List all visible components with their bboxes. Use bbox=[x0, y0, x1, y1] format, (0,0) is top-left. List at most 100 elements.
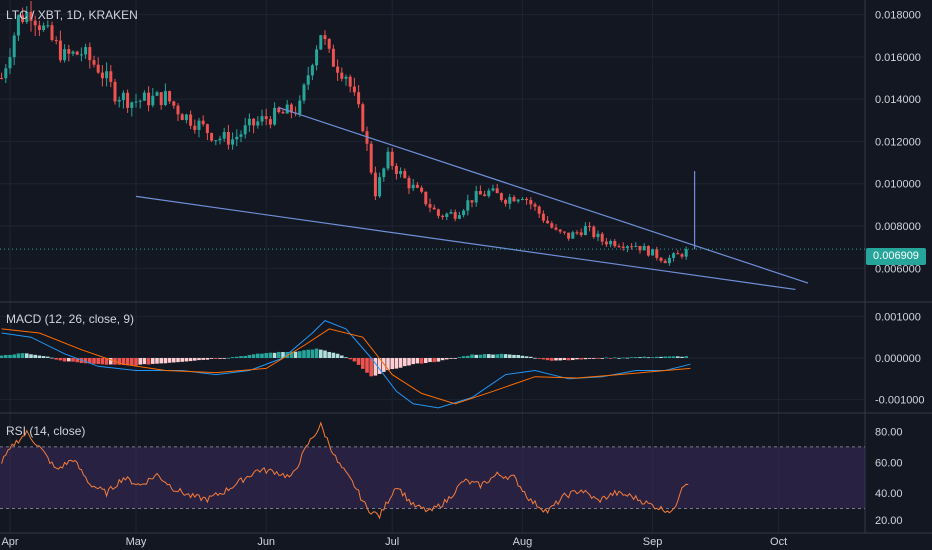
candle-body bbox=[54, 40, 58, 42]
macd-histogram-bar bbox=[16, 353, 21, 358]
macd-histogram-bar bbox=[583, 358, 588, 360]
candle-body bbox=[621, 246, 625, 248]
macd-histogram-bar bbox=[558, 358, 562, 361]
candle-body bbox=[407, 178, 411, 189]
macd-histogram-bar bbox=[8, 354, 12, 358]
candle-body bbox=[189, 114, 193, 126]
candle-body bbox=[260, 116, 264, 122]
macd-histogram-bar bbox=[117, 358, 121, 365]
candle-body bbox=[382, 168, 386, 178]
candle-body bbox=[567, 232, 571, 239]
macd-histogram-bar bbox=[667, 356, 672, 358]
candle-body bbox=[646, 246, 650, 256]
candle-body bbox=[588, 226, 592, 228]
macd-histogram-bar bbox=[487, 354, 491, 358]
macd-histogram-bar bbox=[613, 357, 617, 359]
macd-histogram-bar bbox=[390, 358, 394, 370]
candle-body bbox=[218, 138, 222, 141]
candle-body bbox=[289, 104, 293, 113]
candle-body bbox=[672, 253, 676, 258]
macd-histogram-bar bbox=[155, 358, 159, 364]
macd-line bbox=[1, 320, 691, 409]
candle-body bbox=[340, 72, 344, 79]
candle-body bbox=[361, 104, 365, 132]
candle-body bbox=[277, 107, 281, 113]
candle-body bbox=[541, 213, 545, 221]
candle-body bbox=[394, 165, 398, 175]
candle-body bbox=[667, 257, 671, 264]
macd-histogram-bar bbox=[671, 356, 676, 358]
candle-body bbox=[336, 66, 340, 73]
macd-histogram-bar bbox=[4, 355, 8, 358]
candle-body bbox=[42, 25, 46, 30]
macd-histogram-bar bbox=[134, 358, 138, 366]
macd-histogram-bar bbox=[537, 358, 541, 359]
candle-body bbox=[176, 105, 180, 115]
macd-histogram-bar bbox=[163, 358, 168, 364]
macd-histogram-bar bbox=[62, 358, 67, 362]
macd-histogram-bar bbox=[0, 355, 4, 358]
macd-histogram-bar bbox=[646, 357, 651, 359]
macd-histogram-bar bbox=[449, 358, 453, 359]
macd-histogram-bar bbox=[281, 352, 285, 358]
candle-body bbox=[613, 241, 617, 247]
candle-body bbox=[508, 197, 512, 204]
candle-body bbox=[302, 84, 306, 101]
macd-histogram-bar bbox=[634, 357, 638, 358]
candle-body bbox=[197, 120, 201, 130]
macd-histogram-bar bbox=[327, 351, 331, 358]
candle-body bbox=[491, 188, 495, 191]
candle-body bbox=[331, 48, 335, 67]
macd-histogram-bar bbox=[386, 358, 390, 371]
rsi-tick-label: 40.00 bbox=[875, 488, 903, 500]
macd-histogram-bar bbox=[499, 353, 504, 358]
macd-histogram-bar bbox=[197, 358, 201, 361]
candle-body bbox=[105, 71, 109, 79]
macd-histogram-bar bbox=[180, 358, 184, 362]
candle-body bbox=[495, 188, 499, 194]
macd-histogram-bar bbox=[440, 358, 445, 361]
candle-body bbox=[264, 116, 268, 120]
macd-histogram-bar bbox=[348, 358, 352, 360]
candle-body bbox=[12, 35, 16, 58]
candle-body bbox=[604, 241, 608, 245]
macd-histogram-bar bbox=[571, 358, 575, 361]
candle-body bbox=[390, 151, 394, 166]
macd-histogram-bar bbox=[201, 358, 205, 360]
macd-histogram-bar bbox=[432, 358, 436, 363]
macd-histogram-bar bbox=[608, 358, 613, 359]
macd-histogram-bar bbox=[457, 357, 462, 358]
macd-histogram-bar bbox=[650, 357, 655, 358]
macd-histogram-bar bbox=[121, 358, 126, 365]
macd-histogram-bar bbox=[550, 358, 554, 361]
macd-histogram-bar bbox=[617, 357, 621, 359]
candle-body bbox=[84, 47, 88, 55]
rsi-line bbox=[1, 421, 689, 520]
macd-histogram-bar bbox=[209, 358, 214, 359]
candle-body bbox=[21, 15, 25, 23]
candle-body bbox=[625, 246, 629, 248]
macd-histogram-bar bbox=[566, 358, 571, 361]
macd-histogram-bar bbox=[411, 358, 415, 365]
candle-body bbox=[415, 184, 419, 188]
macd-histogram-bar bbox=[663, 356, 667, 358]
candle-body bbox=[268, 119, 272, 125]
candle-body bbox=[571, 232, 575, 239]
macd-histogram-bar bbox=[529, 356, 533, 358]
macd-histogram-bar bbox=[193, 358, 197, 361]
candle-body bbox=[453, 212, 457, 219]
macd-histogram-bar bbox=[67, 358, 71, 362]
candle-body bbox=[512, 197, 516, 202]
candle-body bbox=[159, 92, 163, 106]
candle-body bbox=[399, 170, 403, 175]
macd-histogram-bar bbox=[684, 356, 688, 358]
candle-body bbox=[676, 253, 680, 255]
candle-body bbox=[63, 49, 67, 61]
macd-histogram-bar bbox=[184, 358, 189, 362]
candle-body bbox=[575, 232, 579, 234]
macd-histogram-bar bbox=[226, 357, 231, 359]
macd-histogram-bar bbox=[12, 354, 16, 358]
macd-histogram-bar bbox=[621, 357, 625, 359]
macd-histogram-bar bbox=[545, 358, 550, 361]
candle-body bbox=[71, 51, 75, 54]
